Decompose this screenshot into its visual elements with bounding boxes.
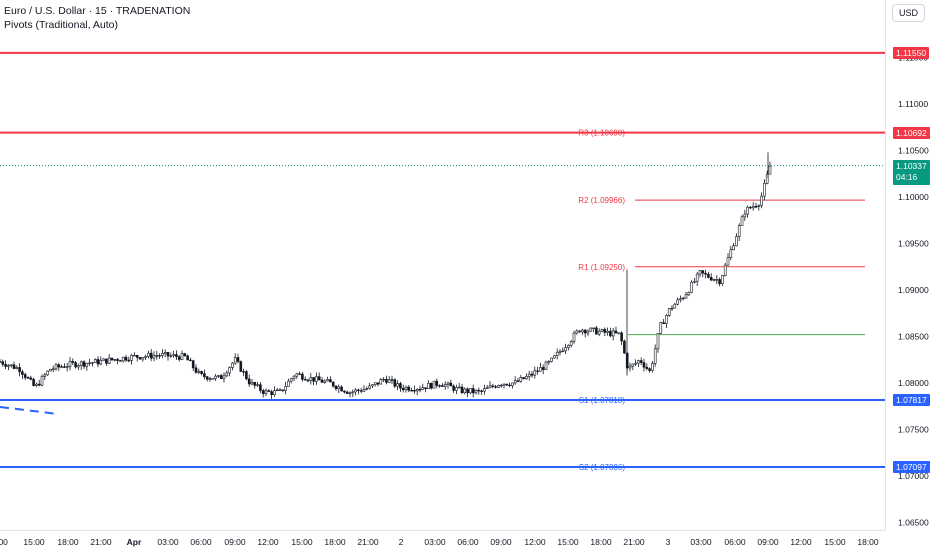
price-tick-label: 1.07500: [898, 425, 929, 435]
s2-price-badge: 1.07097: [893, 460, 930, 473]
bar-countdown: 04:16: [896, 171, 918, 182]
price-chart[interactable]: R3 (1.10690) R2 (1.09966) R1 (1.09250) S1 (…: [0, 0, 885, 530]
time-tick-label: 18:00: [324, 537, 346, 547]
price-axis[interactable]: USD 1.115001.110001.105001.100001.095001…: [885, 0, 932, 530]
time-tick-label: 09:00: [490, 537, 512, 547]
price-tick-label: 1.09500: [898, 239, 929, 249]
r3-label: R3 (1.10690): [578, 129, 625, 138]
r2-label: R2 (1.09966): [578, 196, 625, 205]
time-tick-label: 18:00: [590, 537, 612, 547]
time-tick-label: 12:00: [524, 537, 546, 547]
time-tick-label: 21:00: [357, 537, 379, 547]
price-tick-label: 1.06500: [898, 518, 929, 528]
time-tick-label: 03:00: [157, 537, 179, 547]
time-tick-label: 03:00: [424, 537, 446, 547]
price-tick-label: 1.10500: [898, 146, 929, 156]
price-tick-label: 1.08000: [898, 378, 929, 388]
chart-area[interactable]: R3 (1.10690) R2 (1.09966) R1 (1.09250) S1 (…: [0, 0, 885, 530]
time-tick-label: 06:00: [457, 537, 479, 547]
time-tick-label: :00: [0, 537, 8, 547]
dashed-support-fragment: [0, 406, 59, 415]
price-axis-ticks: 1.115001.110001.105001.100001.095001.090…: [898, 53, 929, 528]
s2-label: S2 (1.07086): [579, 463, 626, 472]
upper-level-badge: 1.11550: [893, 46, 930, 59]
price-tick-label: 1.08500: [898, 332, 929, 342]
chart-header: Euro / U.S. Dollar · 15 · TRADENATION Pi…: [4, 5, 190, 32]
time-tick-label: 12:00: [257, 537, 279, 547]
time-tick-label: 15:00: [824, 537, 846, 547]
time-tick-label: 21:00: [90, 537, 112, 547]
time-tick-label: 21:00: [623, 537, 645, 547]
time-tick-label: 18:00: [857, 537, 879, 547]
last-price-badge: 1.10337 04:16: [893, 159, 930, 185]
time-tick-label: 15:00: [557, 537, 579, 547]
price-tick-label: 1.09000: [898, 285, 929, 295]
indicator-label[interactable]: Pivots (Traditional, Auto): [4, 19, 118, 31]
s1-label: S1 (1.07818): [579, 396, 626, 405]
time-tick-label: 15:00: [23, 537, 45, 547]
s1-price-badge: 1.07817: [893, 394, 930, 407]
time-axis[interactable]: :00 15:00 18:00 21:00 Apr 03:00 06:00 09:00 12:0…: [0, 530, 885, 551]
time-tick-label: 09:00: [757, 537, 779, 547]
price-tick-label: 1.07000: [898, 471, 929, 481]
time-tick-label: 06:00: [724, 537, 746, 547]
price-tick-label: 1.10000: [898, 192, 929, 202]
time-tick-label: 03:00: [690, 537, 712, 547]
time-tick-label: 12:00: [790, 537, 812, 547]
candles: [0, 152, 772, 399]
last-price-value: 1.10337: [896, 160, 927, 171]
symbol-title[interactable]: Euro / U.S. Dollar · 15 · TRADENATION: [4, 5, 191, 17]
currency-button[interactable]: USD: [891, 4, 925, 22]
time-tick-label: Apr: [127, 537, 142, 547]
r1-label: R1 (1.09250): [578, 263, 625, 272]
time-tick-label: 2: [399, 537, 404, 547]
time-tick-label: 09:00: [224, 537, 246, 547]
time-tick-label: 06:00: [190, 537, 212, 547]
time-tick-label: 3: [666, 537, 671, 547]
price-tick-label: 1.11000: [898, 99, 928, 109]
time-tick-label: 18:00: [57, 537, 79, 547]
time-tick-label: 15:00: [291, 537, 313, 547]
time-axis-ticks: :00 15:00 18:00 21:00 Apr 03:00 06:00 09:00 12:0…: [0, 537, 879, 547]
r3-price-badge: 1.10692: [893, 126, 930, 139]
